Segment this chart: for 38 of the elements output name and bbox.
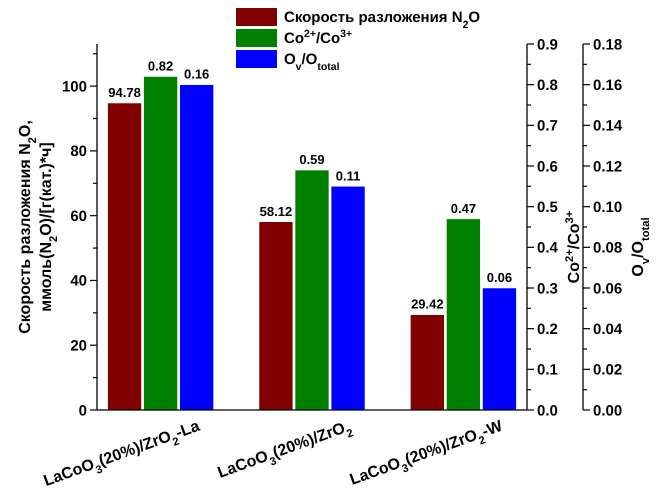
- y-tick-label: 0: [78, 402, 87, 420]
- legend-label: Скорость разложения N$_{2}$O: [284, 9, 480, 31]
- y3-tick-label: 0.02: [593, 362, 622, 379]
- y2-tick-label: 0.5: [537, 198, 558, 216]
- y3-tick-label: 0.14: [593, 118, 623, 135]
- y3-tick-label: 0.10: [593, 198, 622, 216]
- y3-tick-label: 0.16: [593, 76, 622, 94]
- y2-tick-label: 0.0: [537, 402, 558, 420]
- y3-tick-label: 0.12: [593, 158, 622, 176]
- data-label: 94.78: [108, 85, 141, 100]
- y2-tick-label: 0.3: [537, 280, 558, 298]
- y2-tick-label: 0.6: [537, 158, 558, 176]
- legend-label: Co$^{2+}$/Co$^{3+}$: [284, 28, 352, 47]
- y-tick-label: 80: [70, 143, 87, 160]
- data-label: 0.06: [486, 270, 512, 285]
- data-label: 58.12: [260, 204, 292, 219]
- y2-tick-label: 0.8: [537, 76, 558, 94]
- data-label: 29.42: [411, 296, 444, 312]
- y3-tick-label: 0.00: [593, 402, 622, 420]
- y3-tick-label: 0.18: [593, 36, 622, 54]
- y2-tick-label: 0.1: [537, 362, 558, 379]
- y-tick-label: 20: [70, 337, 87, 354]
- data-label: 0.47: [450, 200, 476, 216]
- y3-tick-label: 0.04: [593, 320, 623, 338]
- data-label: 0.82: [148, 58, 174, 74]
- y-tick-label: 40: [70, 272, 87, 290]
- y3-tick-label: 0.08: [593, 240, 622, 257]
- data-label: 0.11: [336, 168, 360, 184]
- y-tick-label: 100: [62, 78, 87, 96]
- y2-tick-label: 0.7: [537, 118, 558, 135]
- data-label: 0.59: [299, 152, 325, 168]
- y2-tick-label: 0.9: [537, 36, 558, 54]
- y2-tick-label: 0.2: [537, 320, 558, 338]
- y-tick-label: 60: [70, 208, 87, 225]
- data-label: 0.16: [184, 66, 210, 82]
- legend-label: O$_{v}$/O$_{total}$: [284, 51, 340, 73]
- y2-tick-label: 0.4: [537, 240, 559, 257]
- y3-tick-label: 0.06: [593, 280, 622, 298]
